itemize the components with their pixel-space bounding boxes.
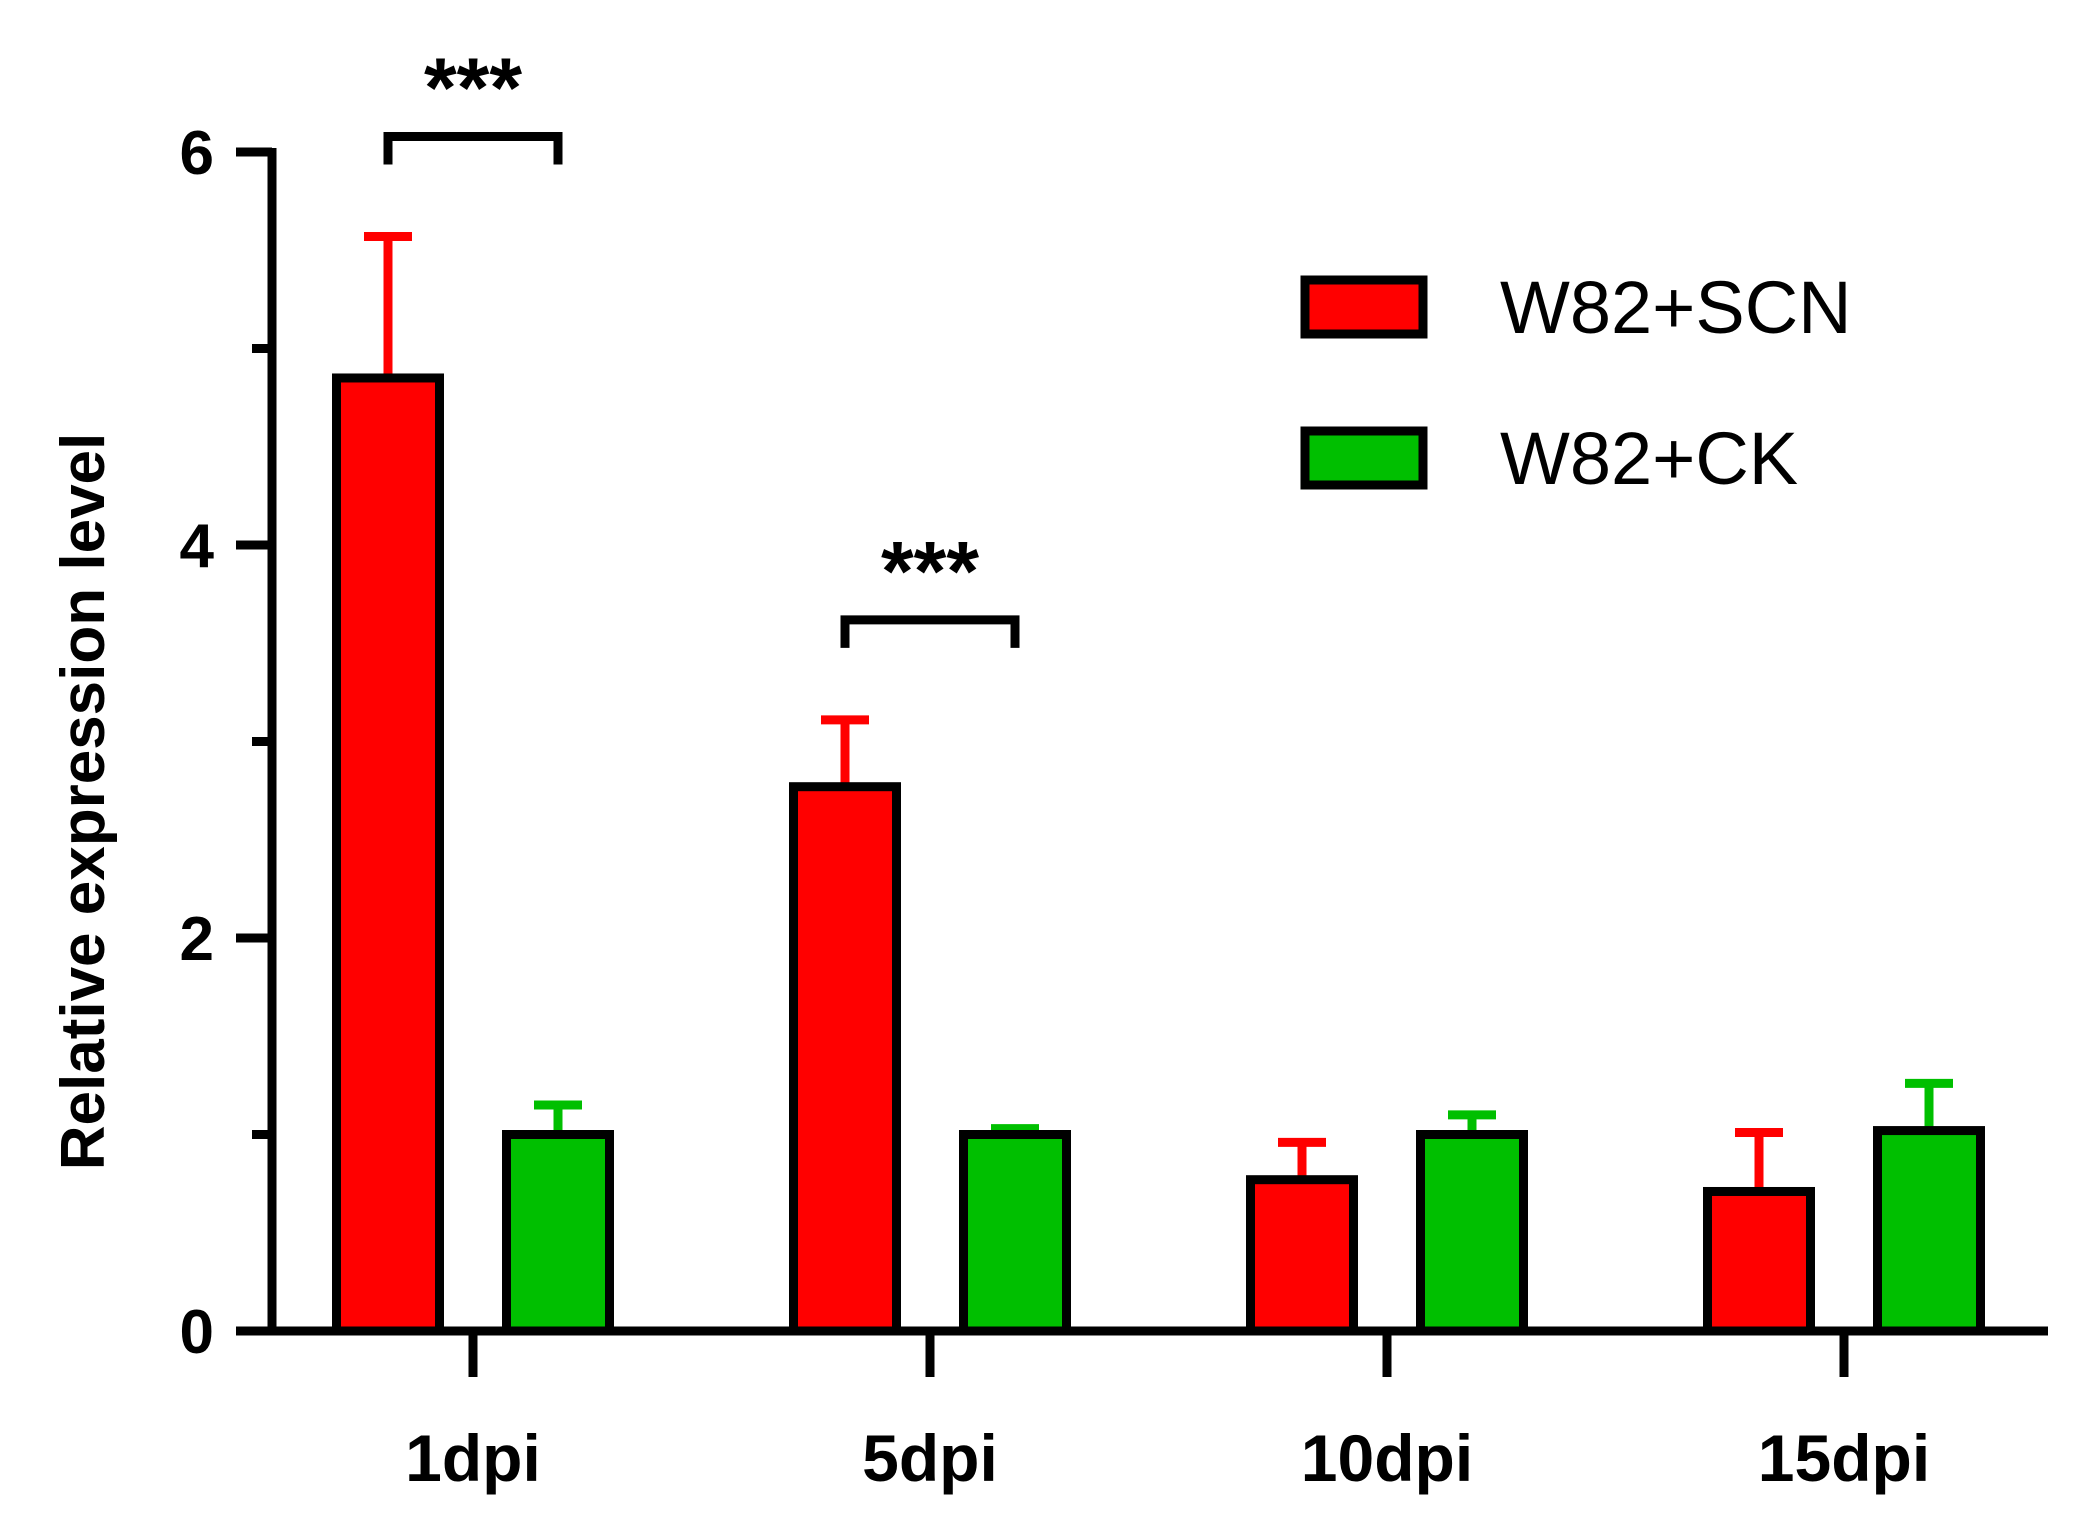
bar-0-0 (332, 373, 444, 1336)
significance-layer: *** *** (383, 40, 1020, 648)
y-tick-label-3: 6 (180, 119, 214, 188)
x-tick-label-2: 10dpi (1301, 1421, 1473, 1495)
bar-0-2 (1246, 1175, 1358, 1336)
axes-layer: 0 2 4 6 1dpi 5dpi 10dpi 15dpi Relative expressio… (49, 119, 2048, 1495)
significance-label-1: *** (881, 524, 979, 618)
significance-bracket-0 (383, 131, 563, 165)
bar-0-1 (789, 782, 901, 1336)
legend-label-0: W82+SCN (1500, 266, 1852, 349)
bar-1-3 (1873, 1126, 1985, 1336)
y-axis-title: Relative expression level (49, 433, 118, 1171)
legend-swatch-0 (1300, 275, 1428, 339)
significance-bracket-1 (840, 615, 1020, 648)
legend-swatch-1 (1300, 426, 1428, 490)
legend-label-1: W82+CK (1500, 417, 1798, 500)
significance-label-0: *** (424, 40, 522, 134)
bar-1-1 (959, 1130, 1071, 1336)
bars-layer (332, 231, 1985, 1336)
y-tick-label-2: 4 (180, 512, 215, 581)
x-tick-label-3: 15dpi (1758, 1421, 1930, 1495)
bar-1-2 (1416, 1130, 1528, 1336)
y-tick-label-0: 0 (180, 1298, 214, 1367)
bar-1-0 (502, 1130, 614, 1336)
x-tick-label-0: 1dpi (405, 1421, 541, 1495)
legend: W82+SCN W82+CK (1300, 266, 1852, 500)
y-tick-label-1: 2 (180, 905, 214, 974)
bar-0-3 (1703, 1186, 1815, 1336)
x-tick-label-1: 5dpi (862, 1421, 998, 1495)
